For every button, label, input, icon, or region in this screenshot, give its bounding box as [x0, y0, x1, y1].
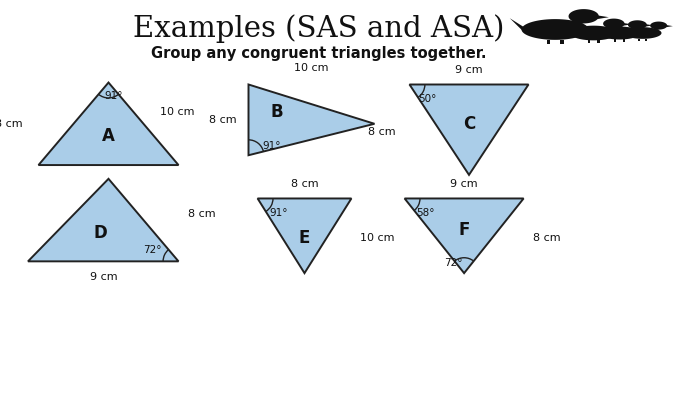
Polygon shape — [410, 84, 528, 175]
Polygon shape — [570, 26, 617, 40]
Polygon shape — [405, 198, 524, 273]
Text: 8 cm: 8 cm — [290, 180, 318, 189]
Polygon shape — [617, 27, 624, 34]
Polygon shape — [28, 179, 178, 261]
Text: 91°: 91° — [105, 91, 123, 101]
Text: 8 cm: 8 cm — [368, 127, 395, 137]
Text: 9 cm: 9 cm — [90, 272, 118, 282]
Polygon shape — [38, 83, 178, 165]
Polygon shape — [522, 19, 589, 40]
Text: 8 cm: 8 cm — [209, 115, 237, 125]
Text: Group any congruent triangles together.: Group any congruent triangles together. — [150, 46, 486, 61]
Text: 9 cm: 9 cm — [455, 66, 483, 75]
Polygon shape — [591, 26, 600, 34]
Polygon shape — [560, 40, 564, 44]
Polygon shape — [597, 15, 609, 19]
Text: F: F — [458, 221, 470, 239]
Text: 91°: 91° — [262, 141, 281, 151]
Text: 72°: 72° — [444, 258, 463, 268]
Polygon shape — [561, 25, 571, 34]
Polygon shape — [597, 40, 600, 43]
Polygon shape — [570, 20, 590, 24]
Polygon shape — [666, 25, 673, 27]
Text: Examples (SAS and ASA): Examples (SAS and ASA) — [133, 14, 504, 42]
Polygon shape — [510, 18, 523, 31]
Text: 8 cm: 8 cm — [188, 209, 215, 219]
Text: 10 cm: 10 cm — [160, 107, 194, 117]
Polygon shape — [603, 18, 624, 29]
Polygon shape — [248, 84, 374, 155]
Polygon shape — [598, 27, 640, 39]
Polygon shape — [628, 20, 647, 29]
Text: E: E — [299, 229, 310, 247]
Polygon shape — [645, 39, 648, 41]
Polygon shape — [624, 27, 662, 39]
Polygon shape — [645, 24, 653, 26]
Text: 91°: 91° — [270, 208, 288, 218]
Text: 8 cm: 8 cm — [533, 233, 561, 243]
Text: 10 cm: 10 cm — [360, 233, 395, 243]
Polygon shape — [623, 39, 624, 42]
Text: 50°: 50° — [418, 94, 436, 104]
Polygon shape — [638, 39, 640, 41]
Polygon shape — [568, 9, 598, 24]
Polygon shape — [547, 40, 550, 44]
Text: B: B — [270, 103, 283, 121]
Polygon shape — [624, 23, 631, 26]
Polygon shape — [258, 198, 351, 273]
Text: C: C — [463, 115, 475, 133]
Polygon shape — [651, 28, 662, 30]
Text: 58°: 58° — [416, 208, 435, 218]
Polygon shape — [604, 26, 619, 29]
Text: 8 cm: 8 cm — [0, 119, 23, 129]
Text: 10 cm: 10 cm — [294, 63, 329, 73]
Polygon shape — [587, 40, 590, 43]
Polygon shape — [615, 39, 616, 42]
Text: 9 cm: 9 cm — [450, 180, 478, 189]
Polygon shape — [629, 27, 641, 29]
Text: 72°: 72° — [144, 245, 162, 255]
Text: D: D — [93, 224, 107, 242]
Polygon shape — [650, 22, 667, 29]
Text: A: A — [102, 127, 115, 145]
